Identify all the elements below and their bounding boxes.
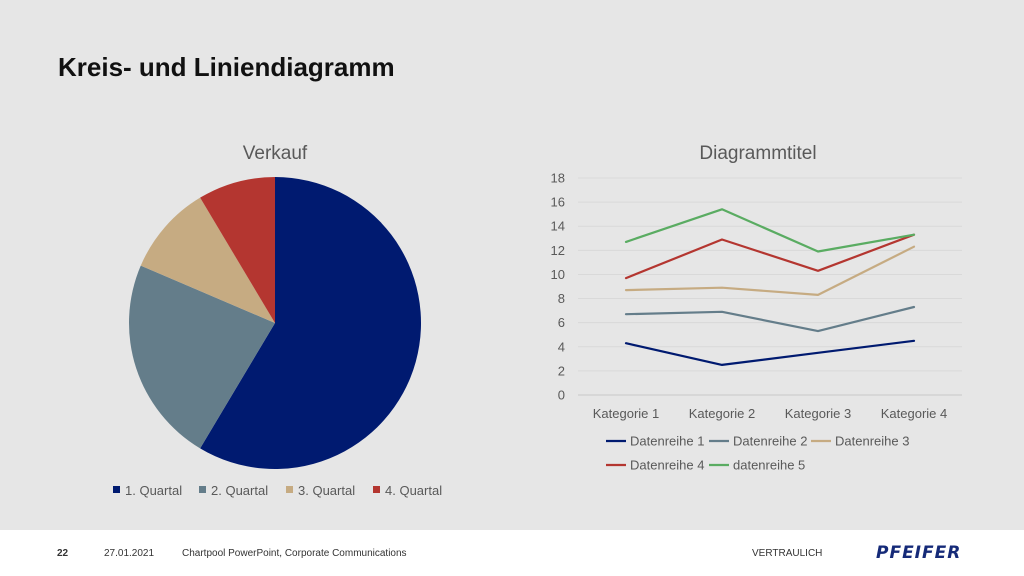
pie-legend-label: 4. Quartal xyxy=(385,483,442,498)
pie-legend-swatch xyxy=(286,486,293,493)
y-tick-label: 0 xyxy=(558,388,565,403)
footer-date: 27.01.2021 xyxy=(104,548,155,559)
pie-slice-3 xyxy=(140,197,275,323)
line-chart-title: Diagrammtitel xyxy=(699,143,816,164)
x-tick-label: Kategorie 1 xyxy=(593,406,660,421)
slide-title: Kreis- und Liniendiagramm xyxy=(58,52,395,82)
pie-legend-label: 2. Quartal xyxy=(211,483,268,498)
line-series-5 xyxy=(624,208,916,253)
line-series-2 xyxy=(624,305,916,333)
y-tick-label: 12 xyxy=(551,243,565,258)
pie-slices xyxy=(129,177,422,470)
y-tick-label: 4 xyxy=(558,339,565,354)
page-number: 22 xyxy=(57,548,69,559)
line-x-axis: Kategorie 1 Kategorie 2 Kategorie 3 Kategor… xyxy=(593,406,948,421)
y-tick-label: 6 xyxy=(558,315,565,330)
x-tick-label: Kategorie 4 xyxy=(881,406,948,421)
y-tick-label: 8 xyxy=(558,291,565,306)
line-series-1 xyxy=(624,339,916,366)
footer-text: Chartpool PowerPoint, Corporate Communic… xyxy=(182,548,407,559)
y-tick-label: 2 xyxy=(558,363,565,378)
pie-legend-swatch xyxy=(373,486,380,493)
pie-slice-1 xyxy=(200,177,422,470)
line-legend-label: datenreihe 5 xyxy=(733,458,805,473)
confidential-label: VERTRAULICH xyxy=(752,548,823,559)
pie-legend-swatch xyxy=(199,486,206,493)
line-y-axis: 0 2 4 6 8 10 12 14 16 18 xyxy=(551,171,565,403)
pfeifer-logo: PFEIFER xyxy=(876,543,962,563)
pie-legend: 1. Quartal 2. Quartal 3. Quartal 4. Quartal xyxy=(113,483,442,498)
pie-slice-2 xyxy=(129,265,275,449)
y-tick-label: 16 xyxy=(551,195,565,210)
charts-canvas: Verkauf 1. Quartal 2. Quartal 3. Quartal 4.… xyxy=(113,143,962,498)
line-chart: Diagrammtitel 0 2 4 6 8 10 12 14 16 18 Kategorie … xyxy=(551,143,962,473)
pie-legend-label: 1. Quartal xyxy=(125,483,182,498)
pie-legend-label: 3. Quartal xyxy=(298,483,355,498)
pie-legend-swatch xyxy=(113,486,120,493)
line-gridlines xyxy=(578,177,962,396)
line-legend-label: Datenreihe 1 xyxy=(630,434,704,449)
x-tick-label: Kategorie 2 xyxy=(689,406,756,421)
y-tick-label: 18 xyxy=(551,171,565,186)
x-tick-label: Kategorie 3 xyxy=(785,406,852,421)
line-legend: Datenreihe 1 Datenreihe 2 Datenreihe 3 Date… xyxy=(606,434,909,473)
pie-slice-4 xyxy=(200,177,275,323)
pie-chart-title: Verkauf xyxy=(243,143,308,164)
y-tick-label: 14 xyxy=(551,219,565,234)
line-series-3 xyxy=(624,245,916,296)
pie-chart: Verkauf 1. Quartal 2. Quartal 3. Quartal 4.… xyxy=(113,143,442,498)
line-legend-label: Datenreihe 3 xyxy=(835,434,909,449)
line-legend-label: Datenreihe 2 xyxy=(733,434,807,449)
line-series-4 xyxy=(624,233,916,280)
footer: 22 27.01.2021 Chartpool PowerPoint, Corp… xyxy=(0,530,1024,576)
y-tick-label: 10 xyxy=(551,267,565,282)
line-series-group xyxy=(624,208,916,366)
line-legend-label: Datenreihe 4 xyxy=(630,458,704,473)
